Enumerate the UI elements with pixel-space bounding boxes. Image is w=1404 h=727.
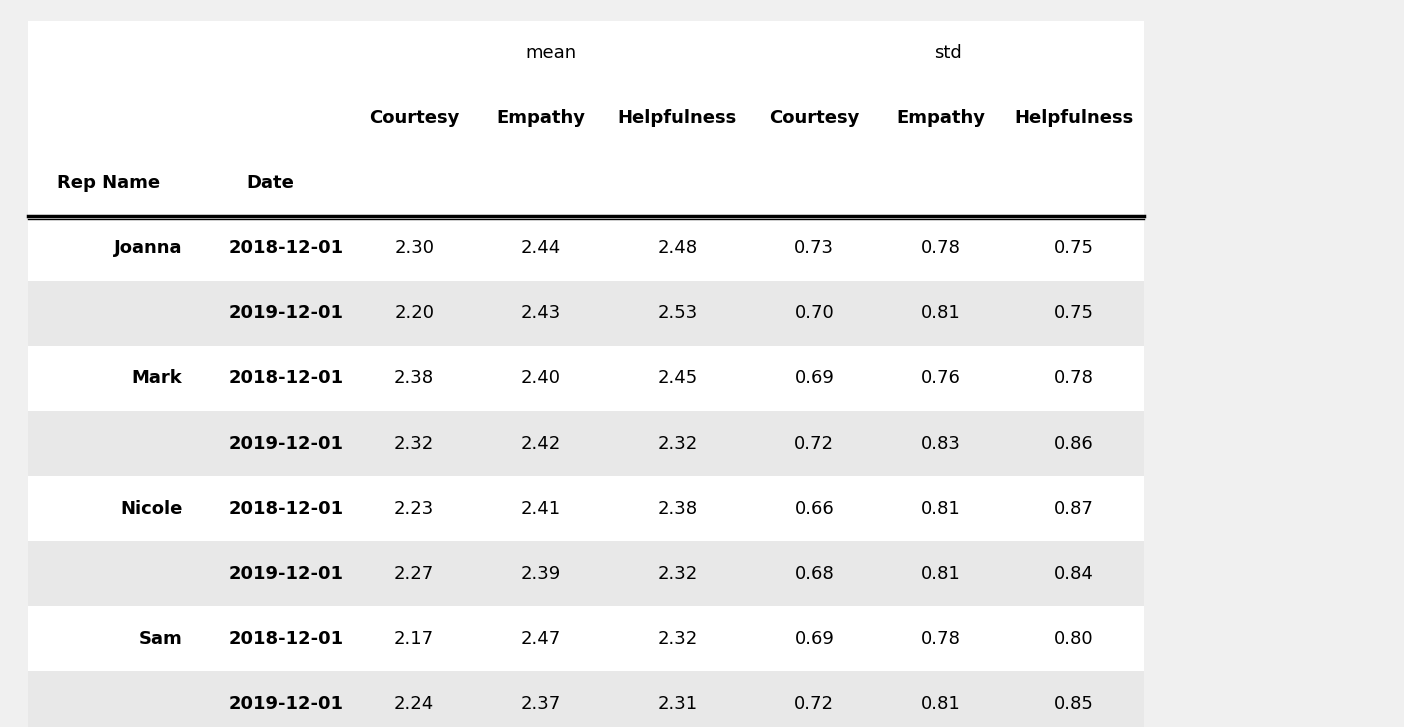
Text: 2019-12-01: 2019-12-01 xyxy=(229,305,344,322)
Text: 2.31: 2.31 xyxy=(657,695,698,713)
Text: 0.68: 0.68 xyxy=(795,565,834,583)
Text: 2.38: 2.38 xyxy=(657,499,698,518)
Text: 2.32: 2.32 xyxy=(395,435,434,452)
Text: std: std xyxy=(934,44,962,62)
Text: 0.84: 0.84 xyxy=(1054,565,1094,583)
Text: Nicole: Nicole xyxy=(121,499,183,518)
Text: 0.85: 0.85 xyxy=(1054,695,1094,713)
FancyBboxPatch shape xyxy=(28,541,1144,606)
Text: 2.32: 2.32 xyxy=(657,630,698,648)
Text: 0.72: 0.72 xyxy=(795,695,834,713)
Text: Empathy: Empathy xyxy=(896,109,986,127)
Text: 2.30: 2.30 xyxy=(395,239,434,257)
Text: 2.39: 2.39 xyxy=(521,565,560,583)
Text: Joanna: Joanna xyxy=(114,239,183,257)
FancyBboxPatch shape xyxy=(28,216,1144,281)
Text: 2019-12-01: 2019-12-01 xyxy=(229,435,344,452)
Text: 2.17: 2.17 xyxy=(395,630,434,648)
Text: 2.23: 2.23 xyxy=(395,499,434,518)
Text: 2.37: 2.37 xyxy=(521,695,560,713)
Text: 2.24: 2.24 xyxy=(395,695,434,713)
Text: Sam: Sam xyxy=(139,630,183,648)
Text: Courtesy: Courtesy xyxy=(769,109,859,127)
Text: 0.73: 0.73 xyxy=(795,239,834,257)
Text: 0.86: 0.86 xyxy=(1054,435,1094,452)
FancyBboxPatch shape xyxy=(28,346,1144,411)
Text: 0.87: 0.87 xyxy=(1054,499,1094,518)
Text: 2.41: 2.41 xyxy=(521,499,560,518)
Text: 2.47: 2.47 xyxy=(521,630,560,648)
Text: 2.48: 2.48 xyxy=(657,239,698,257)
Text: 0.81: 0.81 xyxy=(921,499,960,518)
Text: 0.83: 0.83 xyxy=(921,435,960,452)
Text: 2018-12-01: 2018-12-01 xyxy=(229,630,344,648)
FancyBboxPatch shape xyxy=(28,411,1144,476)
Text: Rep Name: Rep Name xyxy=(58,174,160,192)
Text: 2.45: 2.45 xyxy=(657,369,698,387)
Text: 2.43: 2.43 xyxy=(521,305,560,322)
Text: Mark: Mark xyxy=(132,369,183,387)
Text: Helpfulness: Helpfulness xyxy=(618,109,737,127)
Text: 0.78: 0.78 xyxy=(921,239,960,257)
FancyBboxPatch shape xyxy=(28,476,1144,541)
Text: 2018-12-01: 2018-12-01 xyxy=(229,369,344,387)
Text: 0.81: 0.81 xyxy=(921,305,960,322)
Text: Helpfulness: Helpfulness xyxy=(1015,109,1133,127)
Text: 0.76: 0.76 xyxy=(921,369,960,387)
Text: Date: Date xyxy=(246,174,295,192)
Text: 2019-12-01: 2019-12-01 xyxy=(229,695,344,713)
Text: 0.81: 0.81 xyxy=(921,695,960,713)
Text: 2018-12-01: 2018-12-01 xyxy=(229,239,344,257)
Text: 2.42: 2.42 xyxy=(521,435,560,452)
Text: 0.78: 0.78 xyxy=(921,630,960,648)
Text: 2.32: 2.32 xyxy=(657,565,698,583)
FancyBboxPatch shape xyxy=(28,281,1144,346)
Text: 0.78: 0.78 xyxy=(1054,369,1094,387)
Text: 0.75: 0.75 xyxy=(1054,305,1094,322)
Text: 2.53: 2.53 xyxy=(657,305,698,322)
Text: Courtesy: Courtesy xyxy=(369,109,459,127)
Text: 0.75: 0.75 xyxy=(1054,239,1094,257)
Text: 2.38: 2.38 xyxy=(395,369,434,387)
Text: 0.72: 0.72 xyxy=(795,435,834,452)
Text: 2018-12-01: 2018-12-01 xyxy=(229,499,344,518)
Text: 0.80: 0.80 xyxy=(1054,630,1094,648)
Text: 2019-12-01: 2019-12-01 xyxy=(229,565,344,583)
Text: 2.27: 2.27 xyxy=(395,565,434,583)
Text: 0.70: 0.70 xyxy=(795,305,834,322)
FancyBboxPatch shape xyxy=(28,606,1144,671)
Text: 2.20: 2.20 xyxy=(395,305,434,322)
Text: 0.69: 0.69 xyxy=(795,630,834,648)
Text: 0.81: 0.81 xyxy=(921,565,960,583)
FancyBboxPatch shape xyxy=(28,671,1144,727)
Text: 2.32: 2.32 xyxy=(657,435,698,452)
Text: 0.66: 0.66 xyxy=(795,499,834,518)
FancyBboxPatch shape xyxy=(28,20,1144,216)
Text: 2.40: 2.40 xyxy=(521,369,560,387)
Text: 0.69: 0.69 xyxy=(795,369,834,387)
Text: mean: mean xyxy=(525,44,577,62)
Text: Empathy: Empathy xyxy=(496,109,585,127)
Text: 2.44: 2.44 xyxy=(521,239,560,257)
